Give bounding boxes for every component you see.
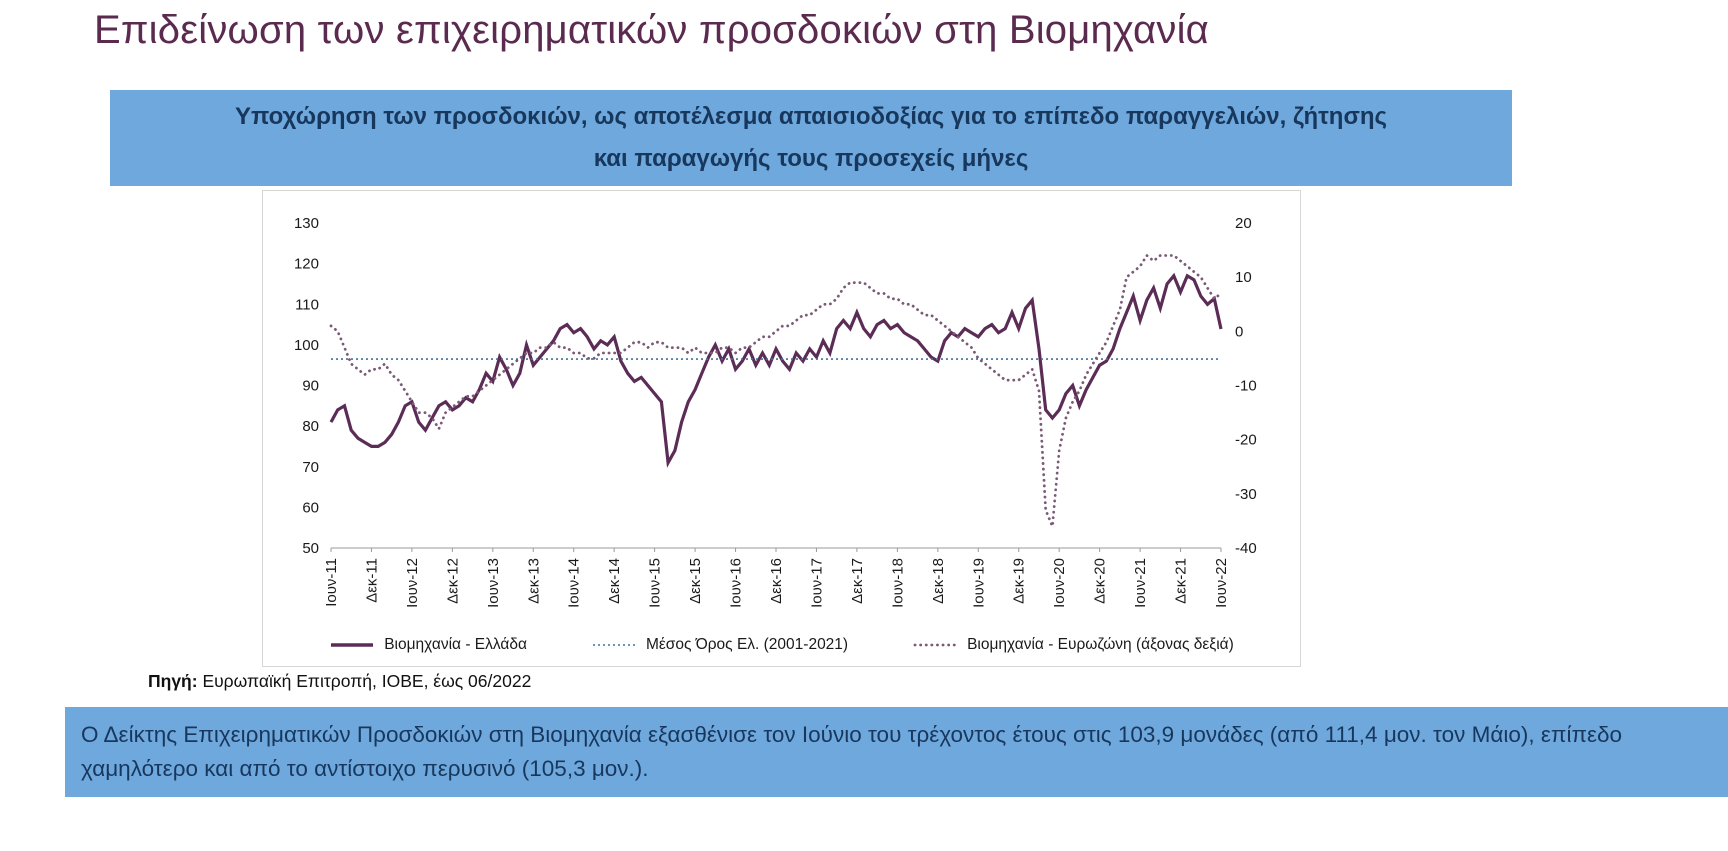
y-axis-right-tick-label: 20: [1235, 215, 1252, 232]
x-axis-tick-label: Ιουν-13: [485, 558, 502, 608]
legend-item-average: Μέσος Όρος Ελ. (2001-2021): [591, 636, 848, 654]
legend-dotted-line-icon: [592, 644, 635, 646]
y-axis-right-tick-label: 10: [1235, 269, 1252, 286]
legend-round-dotted-line-icon: [913, 643, 958, 647]
x-axis-tick-label: Δεκ-18: [930, 558, 947, 604]
summary-text: Ο Δείκτης Επιχειρηματικών Προσδοκιών στη…: [81, 722, 1623, 781]
x-axis-tick-label: Ιουν-12: [404, 558, 421, 608]
x-axis-tick-label: Ιουν-16: [728, 558, 745, 608]
x-axis-tick-label: Δεκ-11: [363, 558, 380, 603]
x-axis-tick-label: Ιουν-15: [647, 558, 664, 608]
x-axis-tick-label: Δεκ-20: [1092, 558, 1109, 604]
x-axis-tick-label: Δεκ-14: [606, 558, 623, 604]
legend-label-greece: Βιομηχανία - Ελλάδα: [384, 636, 527, 653]
y-axis-left-tick-label: 120: [294, 256, 319, 273]
legend-label-eurozone: Βιομηχανία - Ευρωζώνη (άξονας δεξιά): [967, 636, 1234, 653]
subtitle-line-1: Υποχώρηση των προσδοκιών, ως αποτέλεσμα …: [234, 103, 1388, 130]
series-path-0: [329, 272, 1223, 468]
subtitle-banner: Υποχώρηση των προσδοκιών, ως αποτέλεσμα …: [110, 90, 1512, 186]
x-axis-tick-label: Δεκ-13: [525, 558, 542, 604]
x-axis-tick-label: Δεκ-21: [1173, 558, 1190, 604]
legend-solid-line-icon: [331, 643, 374, 647]
x-axis-tick-label: Ιουν-22: [1213, 558, 1230, 608]
x-axis-tick-label: Δεκ-12: [444, 558, 461, 604]
series-path-2: [329, 253, 1223, 527]
line-chart: 130120110100908070605020100-10-20-30-40Ι…: [294, 215, 1257, 608]
y-axis-left-tick-label: 60: [302, 499, 319, 516]
x-axis-tick-label: Δεκ-17: [849, 558, 866, 604]
legend-item-eurozone: Βιομηχανία - Ευρωζώνη (άξονας δεξιά): [912, 636, 1234, 654]
legend-item-greece: Βιομηχανία - Ελλάδα: [329, 636, 527, 654]
legend-label-average: Μέσος Όρος Ελ. (2001-2021): [645, 636, 849, 653]
x-axis-tick-label: Ιουν-21: [1132, 558, 1149, 608]
y-axis-right-tick-label: -40: [1235, 540, 1257, 557]
chart-legend: Βιομηχανία - Ελλάδα Μέσος Όρος Ελ. (2001…: [263, 636, 1300, 654]
slide-title: Επιδείνωση των επιχειρηματικών προσδοκιώ…: [94, 8, 1209, 52]
chart-container: 130 120 110 100 90 80 70 60 50 20 10 0 -10 -20 -30 -40 Ι…: [262, 190, 1301, 667]
source-label: Πηγή:: [148, 671, 198, 691]
y-axis-left-tick-label: 70: [302, 459, 319, 476]
x-axis-tick-label: Ιουν-17: [808, 558, 825, 608]
y-axis-right-tick-label: -20: [1235, 432, 1257, 449]
y-axis-left-tick-label: 50: [302, 540, 319, 557]
y-axis-right-tick-label: 0: [1235, 323, 1243, 340]
x-axis-tick-label: Ιουν-19: [970, 558, 987, 608]
x-axis-tick-label: Δεκ-16: [768, 558, 785, 604]
y-axis-right-tick-label: -10: [1235, 378, 1257, 395]
x-axis-tick-label: Ιουν-14: [566, 558, 583, 608]
x-axis-tick-label: Δεκ-19: [1011, 558, 1028, 604]
summary-banner: Ο Δείκτης Επιχειρηματικών Προσδοκιών στη…: [65, 707, 1728, 797]
subtitle-line-2: και παραγωγής τους προσεχείς μήνες: [593, 145, 1029, 172]
x-axis-tick-label: Ιουν-18: [889, 558, 906, 608]
source-text: Ευρωπαϊκή Επιτροπή, ΙΟΒΕ, έως 06/2022: [197, 671, 532, 691]
source-note: Πηγή: Ευρωπαϊκή Επιτροπή, ΙΟΒΕ, έως 06/2…: [148, 671, 531, 692]
y-axis-right-tick-label: -30: [1235, 486, 1257, 503]
x-axis-tick-label: Δεκ-15: [687, 558, 704, 604]
x-axis-tick-label: Ιουν-20: [1051, 558, 1068, 608]
y-axis-left-tick-label: 80: [302, 418, 319, 435]
y-axis-left-tick-label: 90: [302, 378, 319, 395]
x-axis-tick-label: Ιουν-11: [323, 558, 340, 607]
y-axis-left-tick-label: 100: [294, 337, 319, 354]
y-axis-left-tick-label: 110: [295, 296, 319, 313]
y-axis-left-tick-label: 130: [294, 215, 319, 232]
